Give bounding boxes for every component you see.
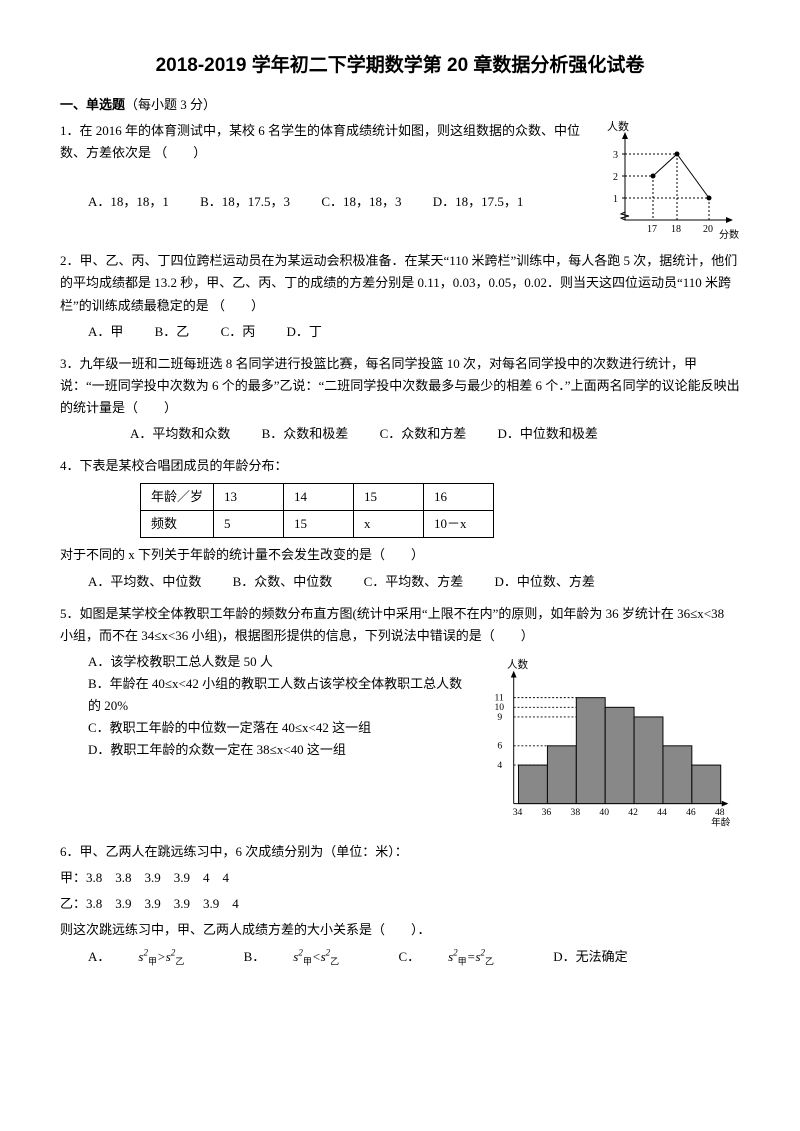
q6-body3: 乙：3.8 3.9 3.9 3.9 3.9 4: [60, 893, 740, 915]
q1-opt-a: A．18，18，1: [88, 194, 169, 209]
q1-options: A．18，18，1 B．18，17.5，3 C．18，18，3 D．18，17.…: [60, 191, 585, 213]
q5-body: 5．如图是某学校全体教职工年龄的频数分布直方图(统计中采用“上限不在内”的原则，…: [60, 603, 740, 647]
q4-opt-a: A．平均数、中位数: [88, 574, 201, 589]
page-title: 2018-2019 学年初二下学期数学第 20 章数据分析强化试卷: [60, 50, 740, 82]
svg-text:1: 1: [613, 194, 618, 205]
table-cell: 年龄／岁: [141, 484, 214, 511]
question-5: 5．如图是某学校全体教职工年龄的频数分布直方图(统计中采用“上限不在内”的原则，…: [60, 603, 740, 831]
q5-x-label: 年龄: [711, 817, 731, 829]
question-1: 1．在 2016 年的体育测试中，某校 6 名学生的体育成绩统计如图，则这组数据…: [60, 120, 740, 240]
q5-opt-b: B．年龄在 40≤x<42 小组的教职工人数占该学校全体教职工总人数的 20%: [88, 673, 470, 717]
arrow-up-icon: [511, 671, 517, 678]
q6-opt-c: C．s2甲=s2乙: [398, 949, 522, 964]
q1-y-ticks: 1 2 3: [613, 150, 625, 205]
arrow-up-icon: [622, 132, 628, 139]
svg-text:3: 3: [613, 150, 618, 161]
question-4: 4．下表是某校合唱团成员的年龄分布： 年龄／岁 13 14 15 16 频数 5…: [60, 455, 740, 592]
svg-text:48: 48: [715, 807, 725, 818]
q1-opt-b: B．18，17.5，3: [200, 194, 290, 209]
q5-y-label: 人数: [507, 658, 529, 671]
q6-body2: 甲：3.8 3.8 3.9 3.9 4 4: [60, 867, 740, 889]
q1-y-label: 人数: [607, 120, 629, 133]
q6-body1: 6．甲、乙两人在跳远练习中，6 次成绩分别为（单位：米）：: [60, 841, 740, 863]
svg-text:4: 4: [497, 760, 502, 771]
q5-histogram: 人数 4 6 9 10 11: [480, 651, 740, 831]
q2-opt-c: C．丙: [221, 324, 256, 339]
svg-text:10: 10: [494, 702, 504, 713]
svg-text:46: 46: [686, 807, 696, 818]
q1-opt-c: C．18，18，3: [321, 194, 401, 209]
q2-opt-a: A．甲: [88, 324, 123, 339]
question-2: 2．甲、乙、丙、丁四位跨栏运动员在为某运动会积极准备．在某天“110 米跨栏”训…: [60, 250, 740, 342]
q4-table: 年龄／岁 13 14 15 16 频数 5 15 x 10－x: [140, 483, 494, 538]
q4-opt-c: C．平均数、方差: [364, 574, 464, 589]
svg-text:18: 18: [671, 224, 681, 235]
section-note: （每小题 3 分）: [125, 97, 216, 112]
q5-opt-a: A．该学校教职工总人数是 50 人: [88, 651, 470, 673]
q1-line-chart: 人数 1 2 3 17 18 20 分数: [595, 120, 740, 240]
q5-opt-d: D．教职工年龄的众数一定在 38≤x<40 这一组: [88, 739, 470, 761]
section-header: 一、单选题（每小题 3 分）: [60, 94, 740, 116]
table-cell: 15: [354, 484, 424, 511]
svg-text:9: 9: [497, 712, 502, 723]
q2-opt-b: B．乙: [155, 324, 190, 339]
q3-options: A．平均数和众数 B．众数和极差 C．众数和方差 D．中位数和极差: [60, 423, 740, 445]
table-row: 频数 5 15 x 10－x: [141, 511, 494, 538]
q2-body: 2．甲、乙、丙、丁四位跨栏运动员在为某运动会积极准备．在某天“110 米跨栏”训…: [60, 250, 740, 316]
q6-body4: 则这次跳远练习中，甲、乙两人成绩方差的大小关系是（ ）．: [60, 919, 740, 941]
table-cell: x: [354, 511, 424, 538]
section-name: 一、单选题: [60, 97, 125, 112]
svg-text:17: 17: [647, 224, 657, 235]
q4-opt-d: D．中位数、方差: [494, 574, 594, 589]
q4-tail: 对于不同的 x 下列关于年龄的统计量不会发生改变的是（ ）: [60, 544, 740, 566]
q5-bars: [519, 697, 721, 803]
arrow-right-icon: [722, 801, 729, 807]
q1-body: 1．在 2016 年的体育测试中，某校 6 名学生的体育成绩统计如图，则这组数据…: [60, 120, 585, 164]
q3-body: 3．九年级一班和二班每班选 8 名同学进行投篮比赛，每名同学投篮 10 次，对每…: [60, 353, 740, 419]
svg-text:20: 20: [703, 224, 713, 235]
svg-text:42: 42: [628, 807, 638, 818]
svg-text:11: 11: [494, 692, 503, 703]
table-cell: 15: [284, 511, 354, 538]
q5-x-ticks: 34 36 38 40 42 44 46 48: [513, 807, 725, 818]
q5-opt-c: C．教职工年龄的中位数一定落在 40≤x<42 这一组: [88, 717, 470, 739]
q1-series: [625, 152, 712, 221]
q3-opt-b: B．众数和极差: [262, 426, 349, 441]
q4-options: A．平均数、中位数 B．众数、中位数 C．平均数、方差 D．中位数、方差: [60, 571, 740, 593]
q1-x-label: 分数: [719, 228, 739, 240]
q3-opt-a: A．平均数和众数: [130, 426, 230, 441]
question-6: 6．甲、乙两人在跳远练习中，6 次成绩分别为（单位：米）： 甲：3.8 3.8 …: [60, 841, 740, 970]
q1-opt-d: D．18，17.5，1: [433, 194, 524, 209]
svg-text:34: 34: [513, 807, 523, 818]
table-cell: 14: [284, 484, 354, 511]
table-cell: 13: [214, 484, 284, 511]
table-cell: 16: [424, 484, 494, 511]
question-3: 3．九年级一班和二班每班选 8 名同学进行投篮比赛，每名同学投篮 10 次，对每…: [60, 353, 740, 445]
svg-text:38: 38: [571, 807, 581, 818]
q6-opt-b: B．s2甲<s2乙: [244, 949, 368, 964]
q1-x-ticks: 17 18 20: [647, 224, 713, 235]
svg-text:6: 6: [497, 741, 502, 752]
q3-opt-d: D．中位数和极差: [497, 426, 597, 441]
q6-opt-d: D．无法确定: [553, 949, 627, 964]
svg-text:2: 2: [613, 172, 618, 183]
table-cell: 10－x: [424, 511, 494, 538]
svg-text:40: 40: [599, 807, 609, 818]
q4-opt-b: B．众数、中位数: [233, 574, 333, 589]
svg-text:44: 44: [657, 807, 667, 818]
q2-opt-d: D．丁: [286, 324, 321, 339]
q2-options: A．甲 B．乙 C．丙 D．丁: [60, 321, 740, 343]
table-cell: 5: [214, 511, 284, 538]
q3-opt-c: C．众数和方差: [380, 426, 467, 441]
svg-text:36: 36: [542, 807, 552, 818]
q6-opt-a: A．s2甲>s2乙: [88, 949, 212, 964]
table-cell: 频数: [141, 511, 214, 538]
q4-body: 4．下表是某校合唱团成员的年龄分布：: [60, 455, 740, 477]
arrow-right-icon: [726, 217, 733, 223]
table-row: 年龄／岁 13 14 15 16: [141, 484, 494, 511]
q6-options: A．s2甲>s2乙 B．s2甲<s2乙 C．s2甲=s2乙 D．无法确定: [60, 945, 740, 969]
